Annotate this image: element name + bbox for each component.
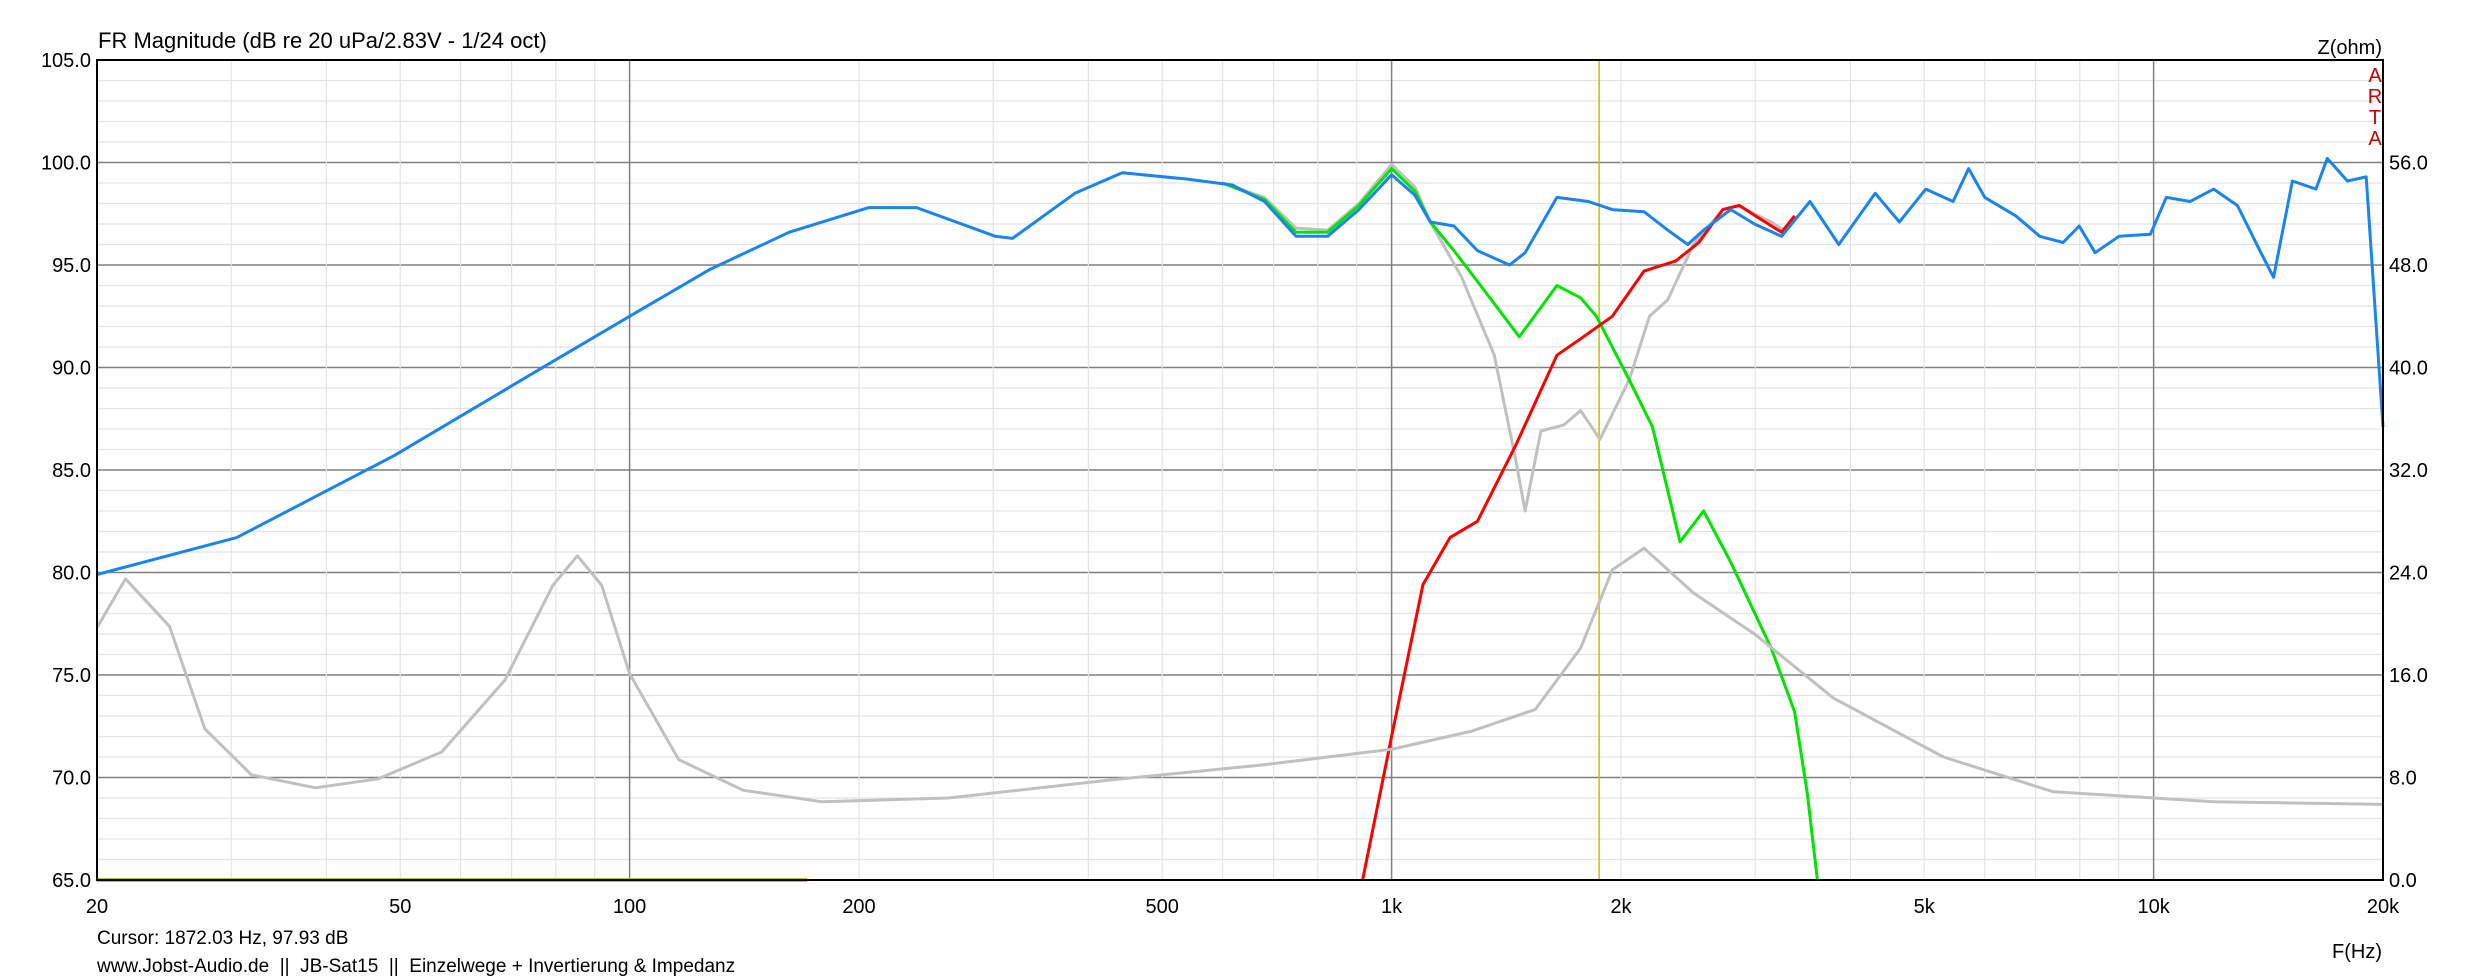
x-tick-label: 20 — [86, 896, 108, 918]
impedance-curve — [95, 546, 2384, 806]
y2-tick-label: 24.0 — [2389, 563, 2428, 585]
chart-title: FR Magnitude (dB re 20 uPa/2.83V - 1/24 … — [98, 28, 547, 53]
x-tick-label: 500 — [1146, 896, 1179, 918]
y-tick-label: 95.0 — [52, 255, 91, 277]
plot-frame — [96, 59, 2384, 881]
y2-tick-label: 32.0 — [2389, 460, 2428, 482]
y-tick-label: 65.0 — [52, 870, 91, 892]
cursor-readout: Cursor: 1872.03 Hz, 97.93 dB — [97, 928, 348, 949]
y2-tick-label: 8.0 — [2389, 768, 2417, 790]
y-tick-label: 100.0 — [41, 153, 91, 175]
fr-curve-2 — [1361, 204, 1796, 881]
arta-logo-letter: A — [2368, 128, 2382, 150]
y-tick-label: 85.0 — [52, 460, 91, 482]
x-tick-label: 5k — [1914, 896, 1936, 918]
x-tick-label: 100 — [613, 896, 646, 918]
y-tick-label: 105.0 — [41, 50, 91, 72]
x-axis-label: F(Hz) — [2332, 941, 2382, 963]
y-tick-label: 80.0 — [52, 563, 91, 585]
arta-logo-letter: T — [2369, 107, 2381, 129]
fr-curve-1 — [1222, 167, 1819, 881]
y-tick-label: 75.0 — [52, 665, 91, 687]
arta-logo-letter: R — [2368, 86, 2382, 108]
y2-tick-label: 48.0 — [2389, 255, 2428, 277]
tick-labels: 20 50 100 200 500 1k 2k 5k 10k 20k 65.0 70.0 75.0 80.… — [41, 50, 2428, 918]
y2-tick-label: 40.0 — [2389, 358, 2428, 380]
x-tick-label: 1k — [1381, 896, 1403, 918]
x-tick-label: 2k — [1610, 896, 1632, 918]
x-tick-label: 10k — [2137, 896, 2170, 918]
y2-tick-label: 16.0 — [2389, 665, 2428, 687]
fr-curve-3 — [96, 156, 2385, 576]
x-tick-label: 50 — [389, 896, 411, 918]
y-tick-label: 90.0 — [52, 358, 91, 380]
y2-tick-label: 0.0 — [2389, 870, 2417, 892]
arta-logo-letter: A — [2368, 65, 2382, 87]
x-tick-label: 20k — [2367, 896, 2400, 918]
footer-text: www.Jobst-Audio.de || JB-Sat15 || Einzel… — [96, 956, 735, 977]
right-axis-label: Z(ohm) — [2318, 37, 2382, 59]
grid — [96, 59, 2384, 881]
y2-tick-label: 56.0 — [2389, 153, 2428, 175]
x-tick-label: 200 — [842, 896, 875, 918]
fr-curve-0 — [1222, 163, 1788, 513]
y-tick-label: 70.0 — [52, 768, 91, 790]
curves — [95, 156, 2385, 882]
